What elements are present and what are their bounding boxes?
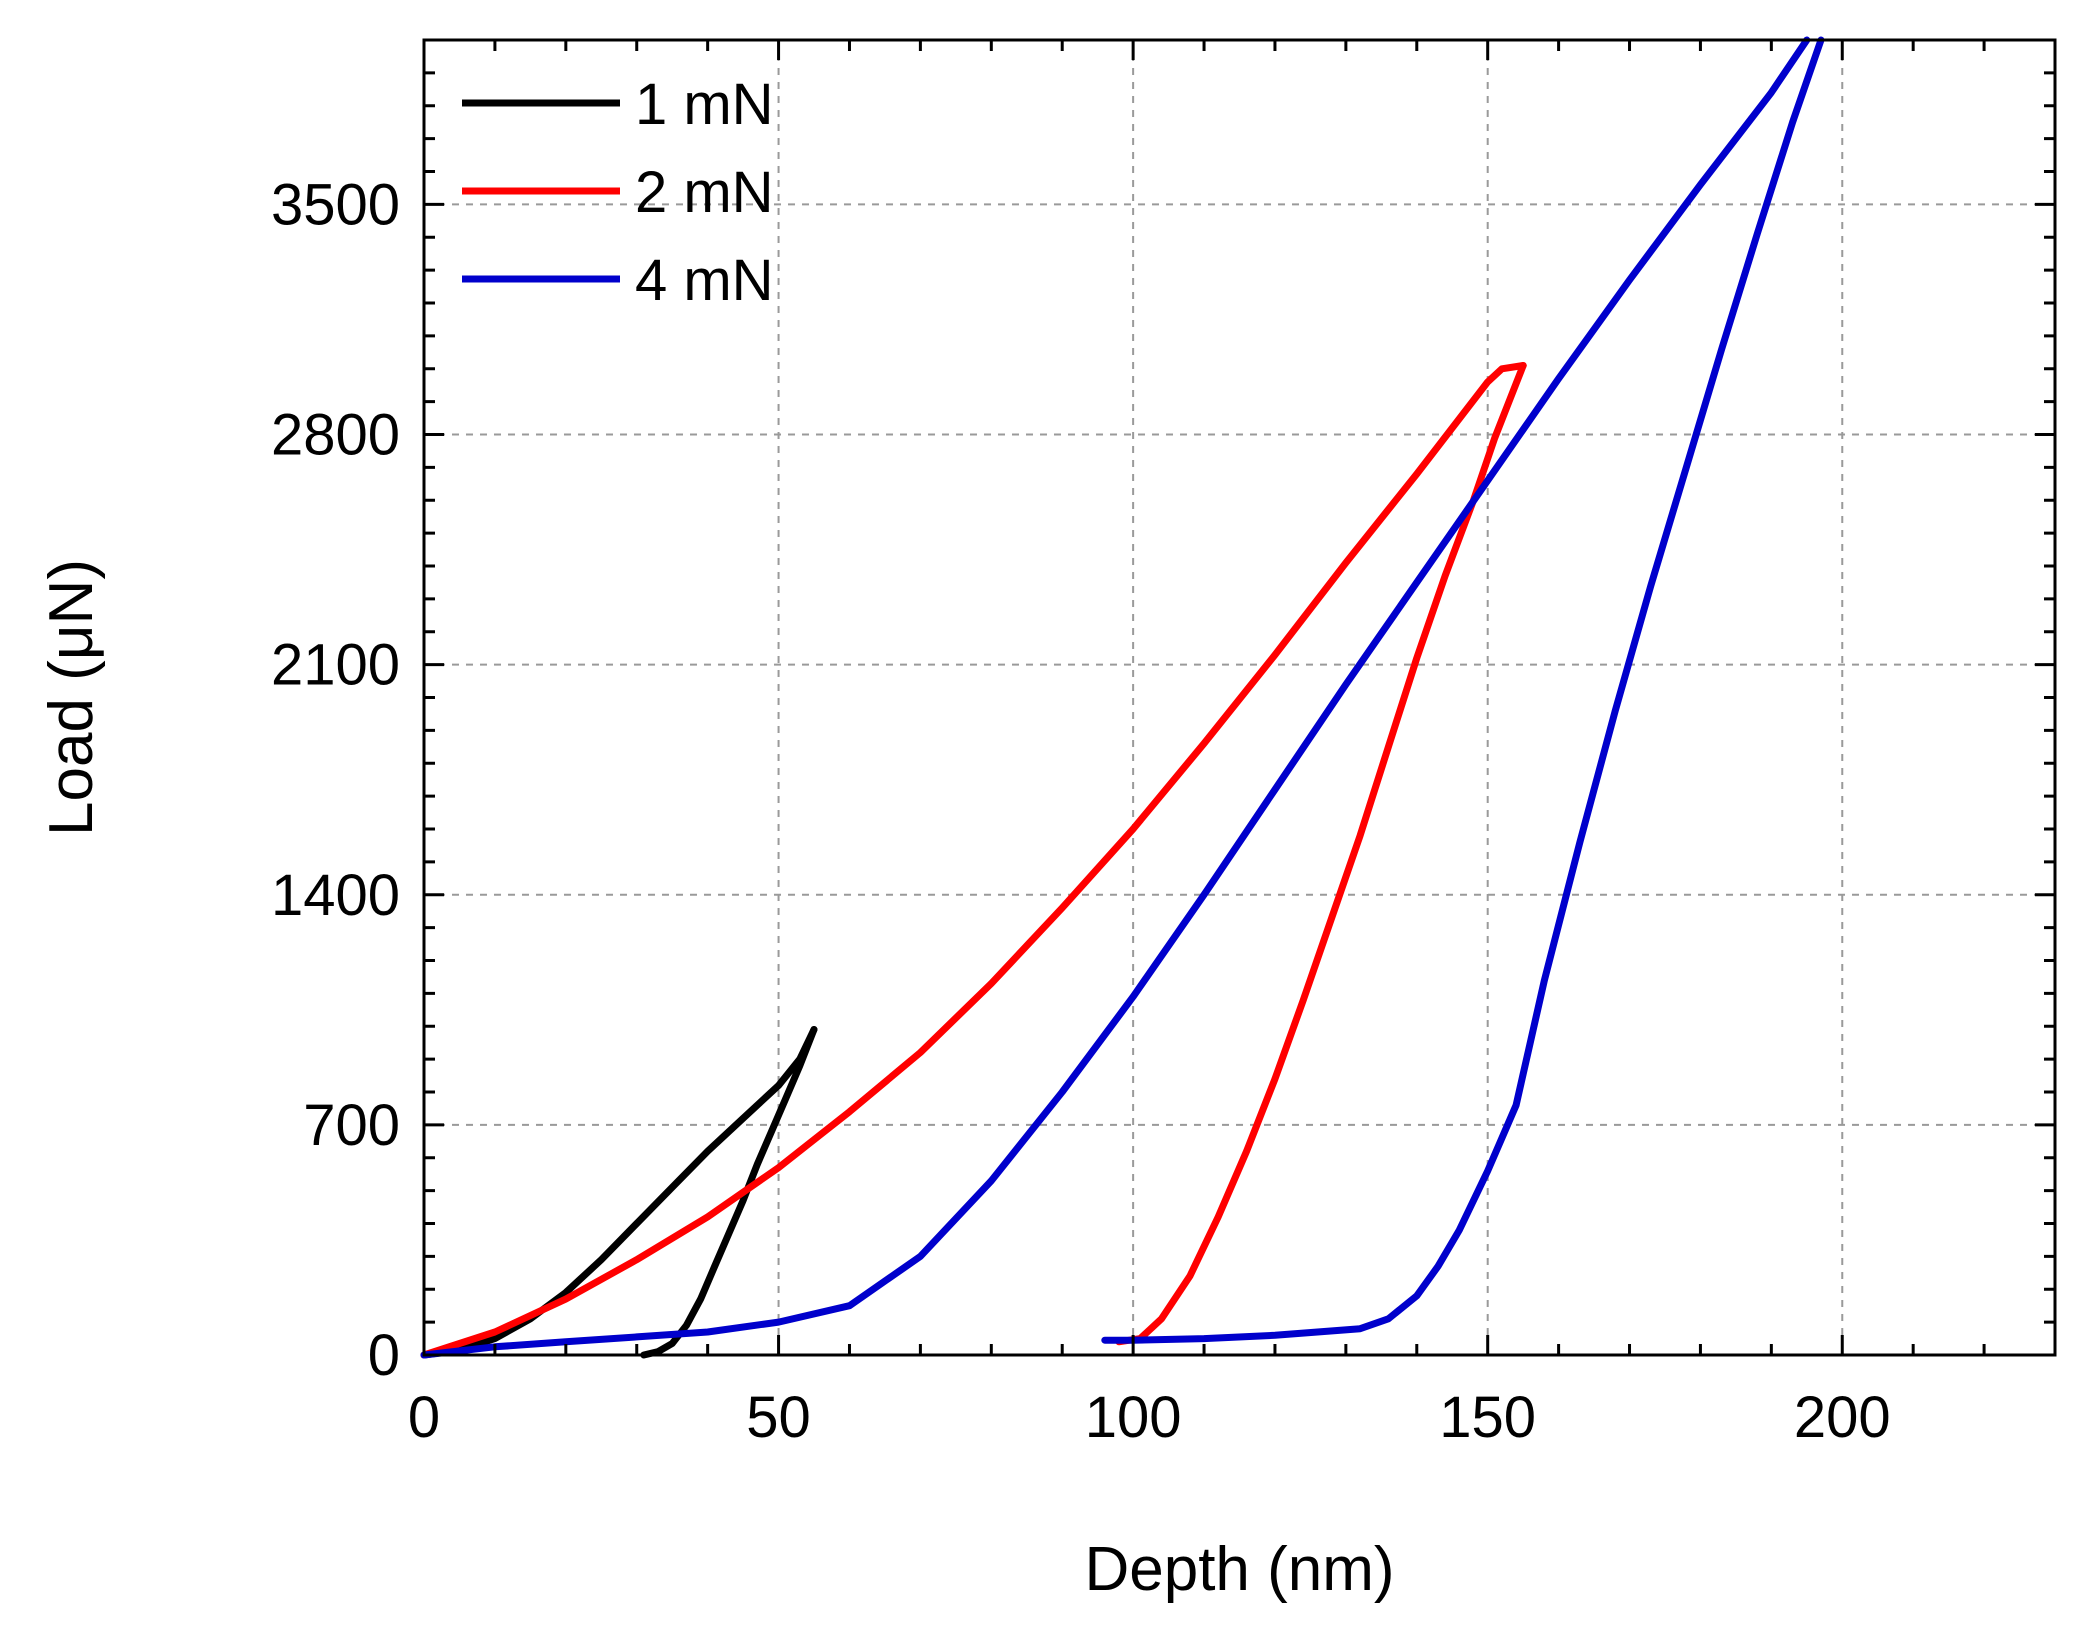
x-axis-title: Depth (nm): [1084, 1535, 1394, 1604]
y-tick-label-1400: 1400: [271, 863, 400, 928]
series-2mn-unloading-curve: [1115, 362, 1527, 1346]
x-tick-label-100: 100: [1085, 1385, 1182, 1450]
y-tick-label-2800: 2800: [271, 403, 400, 468]
x-tick-label-150: 150: [1439, 1385, 1536, 1450]
y-axis-title: Load (μN): [37, 559, 106, 836]
x-tick-label-50: 50: [746, 1385, 811, 1450]
y-tick-label-0: 0: [368, 1323, 400, 1388]
y-tick-label-2100: 2100: [271, 633, 400, 698]
series-1mn-unloading-curve: [640, 1026, 818, 1359]
series-4mn-unloading-curve: [1101, 36, 1825, 1344]
grid-layer: [424, 40, 2055, 1355]
y-tick-label-700: 700: [303, 1093, 400, 1158]
series-layer: [420, 36, 1825, 1359]
legend-label-4mn: 4 mN: [635, 248, 774, 313]
tick-layer: 0 50 100 150 200 0 700 1400 2100 2800 3500: [271, 38, 2057, 1450]
legend: 1 mN 2 mN 4 mN: [462, 72, 774, 313]
label-layer: Depth (nm) Load (μN): [37, 559, 1395, 1604]
series-4mn-loading-curve: [420, 36, 1811, 1359]
legend-label-2mn: 2 mN: [635, 160, 774, 225]
x-tick-label-200: 200: [1794, 1385, 1891, 1450]
legend-label-1mn: 1 mN: [635, 72, 774, 137]
series-2mn-loading-curve: [420, 362, 1527, 1359]
x-tick-label-0: 0: [408, 1385, 440, 1450]
series-1mn-loading-curve: [420, 1026, 818, 1359]
y-tick-label-3500: 3500: [271, 172, 400, 237]
